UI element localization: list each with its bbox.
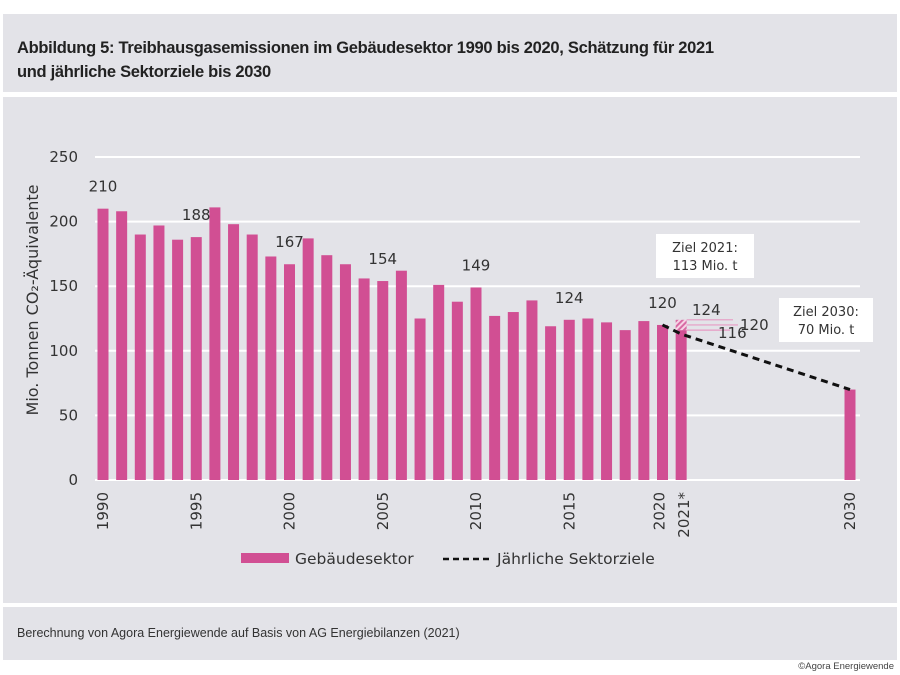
legend-label-bar: Gebäudesektor [295,550,414,568]
x-tick-label: 1990 [94,492,112,530]
bar [675,330,687,480]
y-axis-ticks: 0 50 100 150 200 250 [49,148,78,489]
y-tick-label: 200 [49,213,78,231]
estimate-label: 120 [740,316,769,334]
bar [601,322,613,480]
target-dashed-line [661,323,851,391]
bar [228,224,240,480]
data-label: 210 [89,178,118,196]
bar [321,255,333,480]
x-tick-label: 2000 [281,492,299,530]
estimate-range [675,319,687,331]
bar [358,278,370,480]
title-panel: Abbildung 5: Treibhausgasemissionen im G… [3,14,897,92]
bar [395,270,407,480]
bar [414,318,426,480]
x-tick-label: 2010 [467,492,485,530]
copyright: ©Agora Energiewende [798,661,894,672]
x-axis-ticks: 1990 1995 2000 2005 2010 2015 2020 2021* 2030 [94,492,859,538]
data-label: 154 [368,250,397,268]
bar [433,284,445,480]
bar [563,319,575,480]
x-tick-label: 2015 [560,492,578,530]
bar [134,234,146,480]
bar [209,207,221,480]
data-label: 167 [275,233,304,251]
annotation-line2: 113 Mio. t [673,259,738,274]
annotations: Ziel 2021: 113 Mio. t Ziel 2030: 70 Mio. t [656,234,873,342]
bar [470,287,482,480]
legend-swatch-bar [241,553,289,563]
bar [619,330,631,480]
bar [507,312,519,480]
y-tick-label: 150 [49,277,78,295]
data-label: 149 [462,256,491,274]
x-tick-label: 1995 [187,492,205,530]
bar [377,281,389,480]
bar [526,300,538,480]
data-label: 124 [555,289,584,307]
figure-title-line2: und jährliche Sektorziele bis 2030 [17,63,271,81]
bar [844,389,856,480]
annotation-box [656,234,754,278]
bar [284,264,295,480]
bar [116,211,128,480]
source-panel: Berechnung von Agora Energiewende auf Ba… [3,607,897,660]
annotation-line2: 70 Mio. t [798,323,855,338]
data-label: 120 [648,294,677,312]
data-labels: 210 188 167 154 149 124 120 [89,178,677,312]
x-tick-label: 2030 [841,492,859,530]
annotation-line1: Ziel 2021: [672,241,738,256]
target-line [661,323,851,391]
y-tick-label: 100 [49,342,78,360]
estimate-label: 116 [718,324,747,342]
estimate-label: 124 [692,301,721,319]
bar [638,321,650,480]
bar [489,315,501,480]
bar [451,301,463,480]
bar [339,264,351,480]
annotation-box [779,298,873,342]
annotation-line1: Ziel 2030: [793,305,859,320]
bar [302,238,314,480]
figure-title: Abbildung 5: Treibhausgasemissionen im G… [17,36,714,84]
bar [246,234,258,480]
y-tick-label: 0 [68,471,78,489]
x-tick-label: 2020 [651,492,669,530]
y-tick-label: 250 [49,148,78,166]
bar [190,237,202,480]
x-tick-label: 2005 [374,492,392,530]
x-tick-label: 2021* [675,492,693,538]
bar [153,225,165,480]
y-tick-label: 50 [59,406,78,424]
data-label: 188 [182,206,211,224]
bar [172,239,184,480]
bar [545,326,557,480]
bar [97,208,109,480]
legend: Gebäudesektor Jährliche Sektorziele [241,550,655,568]
bars [97,207,856,480]
legend-label-dashed: Jährliche Sektorziele [496,550,655,568]
source-note: Berechnung von Agora Energiewende auf Ba… [17,626,460,640]
bar [265,256,277,480]
bar [582,318,594,480]
bar [657,324,668,480]
figure-title-line1: Abbildung 5: Treibhausgasemissionen im G… [17,39,714,57]
y-axis-label: Mio. Tonnen CO₂-Äquivalente [23,185,42,416]
